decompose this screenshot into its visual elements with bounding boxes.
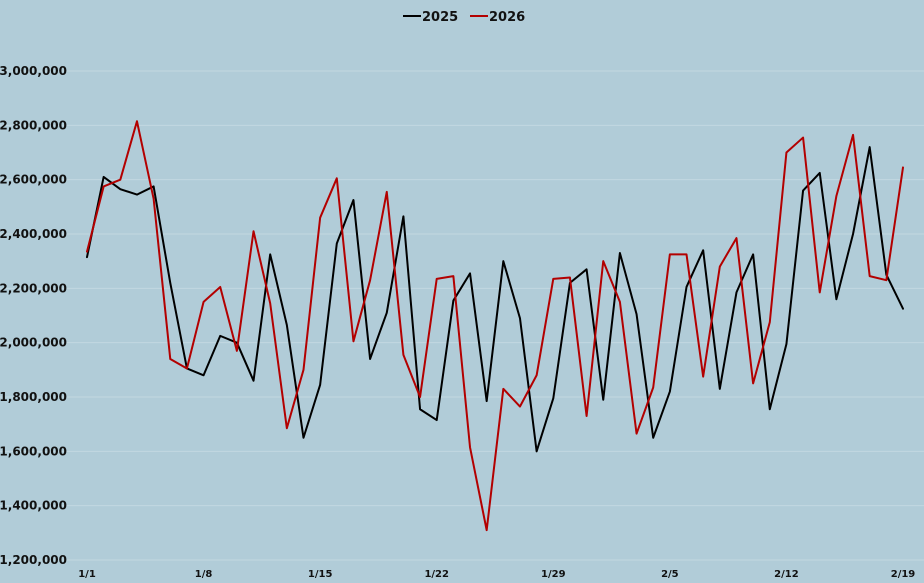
gridlines [0, 70, 924, 561]
series-lines [86, 120, 904, 532]
y-tick-label: 2,400,000 [0, 227, 67, 241]
y-tick-label: 1,200,000 [0, 553, 67, 567]
series-line-2025 [86, 146, 904, 453]
y-tick-label: 2,800,000 [0, 118, 67, 132]
x-tick-label: 1/22 [424, 569, 449, 580]
x-tick-label: 2/19 [891, 569, 916, 580]
series-line-2026 [86, 120, 904, 532]
y-tick-label: 3,000,000 [0, 64, 67, 78]
x-tick-label: 1/8 [195, 569, 213, 580]
y-tick-label: 1,400,000 [0, 499, 67, 513]
y-tick-label: 1,600,000 [0, 444, 67, 458]
x-tick-label: 2/12 [774, 569, 799, 580]
y-tick-label: 2,600,000 [0, 173, 67, 187]
y-tick-label: 1,800,000 [0, 390, 67, 404]
y-axis: 1,200,000 1,400,000 1,600,000 1,800,000 2,00… [0, 64, 67, 567]
x-axis: 1/1 1/8 1/15 1/22 1/29 2/5 2/12 2/19 [78, 569, 915, 580]
legend-label-2026: 2026 [489, 10, 525, 25]
legend: 2025 2026 [403, 10, 525, 25]
x-tick-label: 1/29 [541, 569, 566, 580]
x-tick-label: 1/1 [78, 569, 96, 580]
y-tick-label: 2,000,000 [0, 336, 67, 350]
x-tick-label: 2/5 [661, 569, 679, 580]
x-tick-label: 1/15 [308, 569, 333, 580]
legend-label-2025: 2025 [422, 10, 458, 25]
y-tick-label: 2,200,000 [0, 281, 67, 295]
